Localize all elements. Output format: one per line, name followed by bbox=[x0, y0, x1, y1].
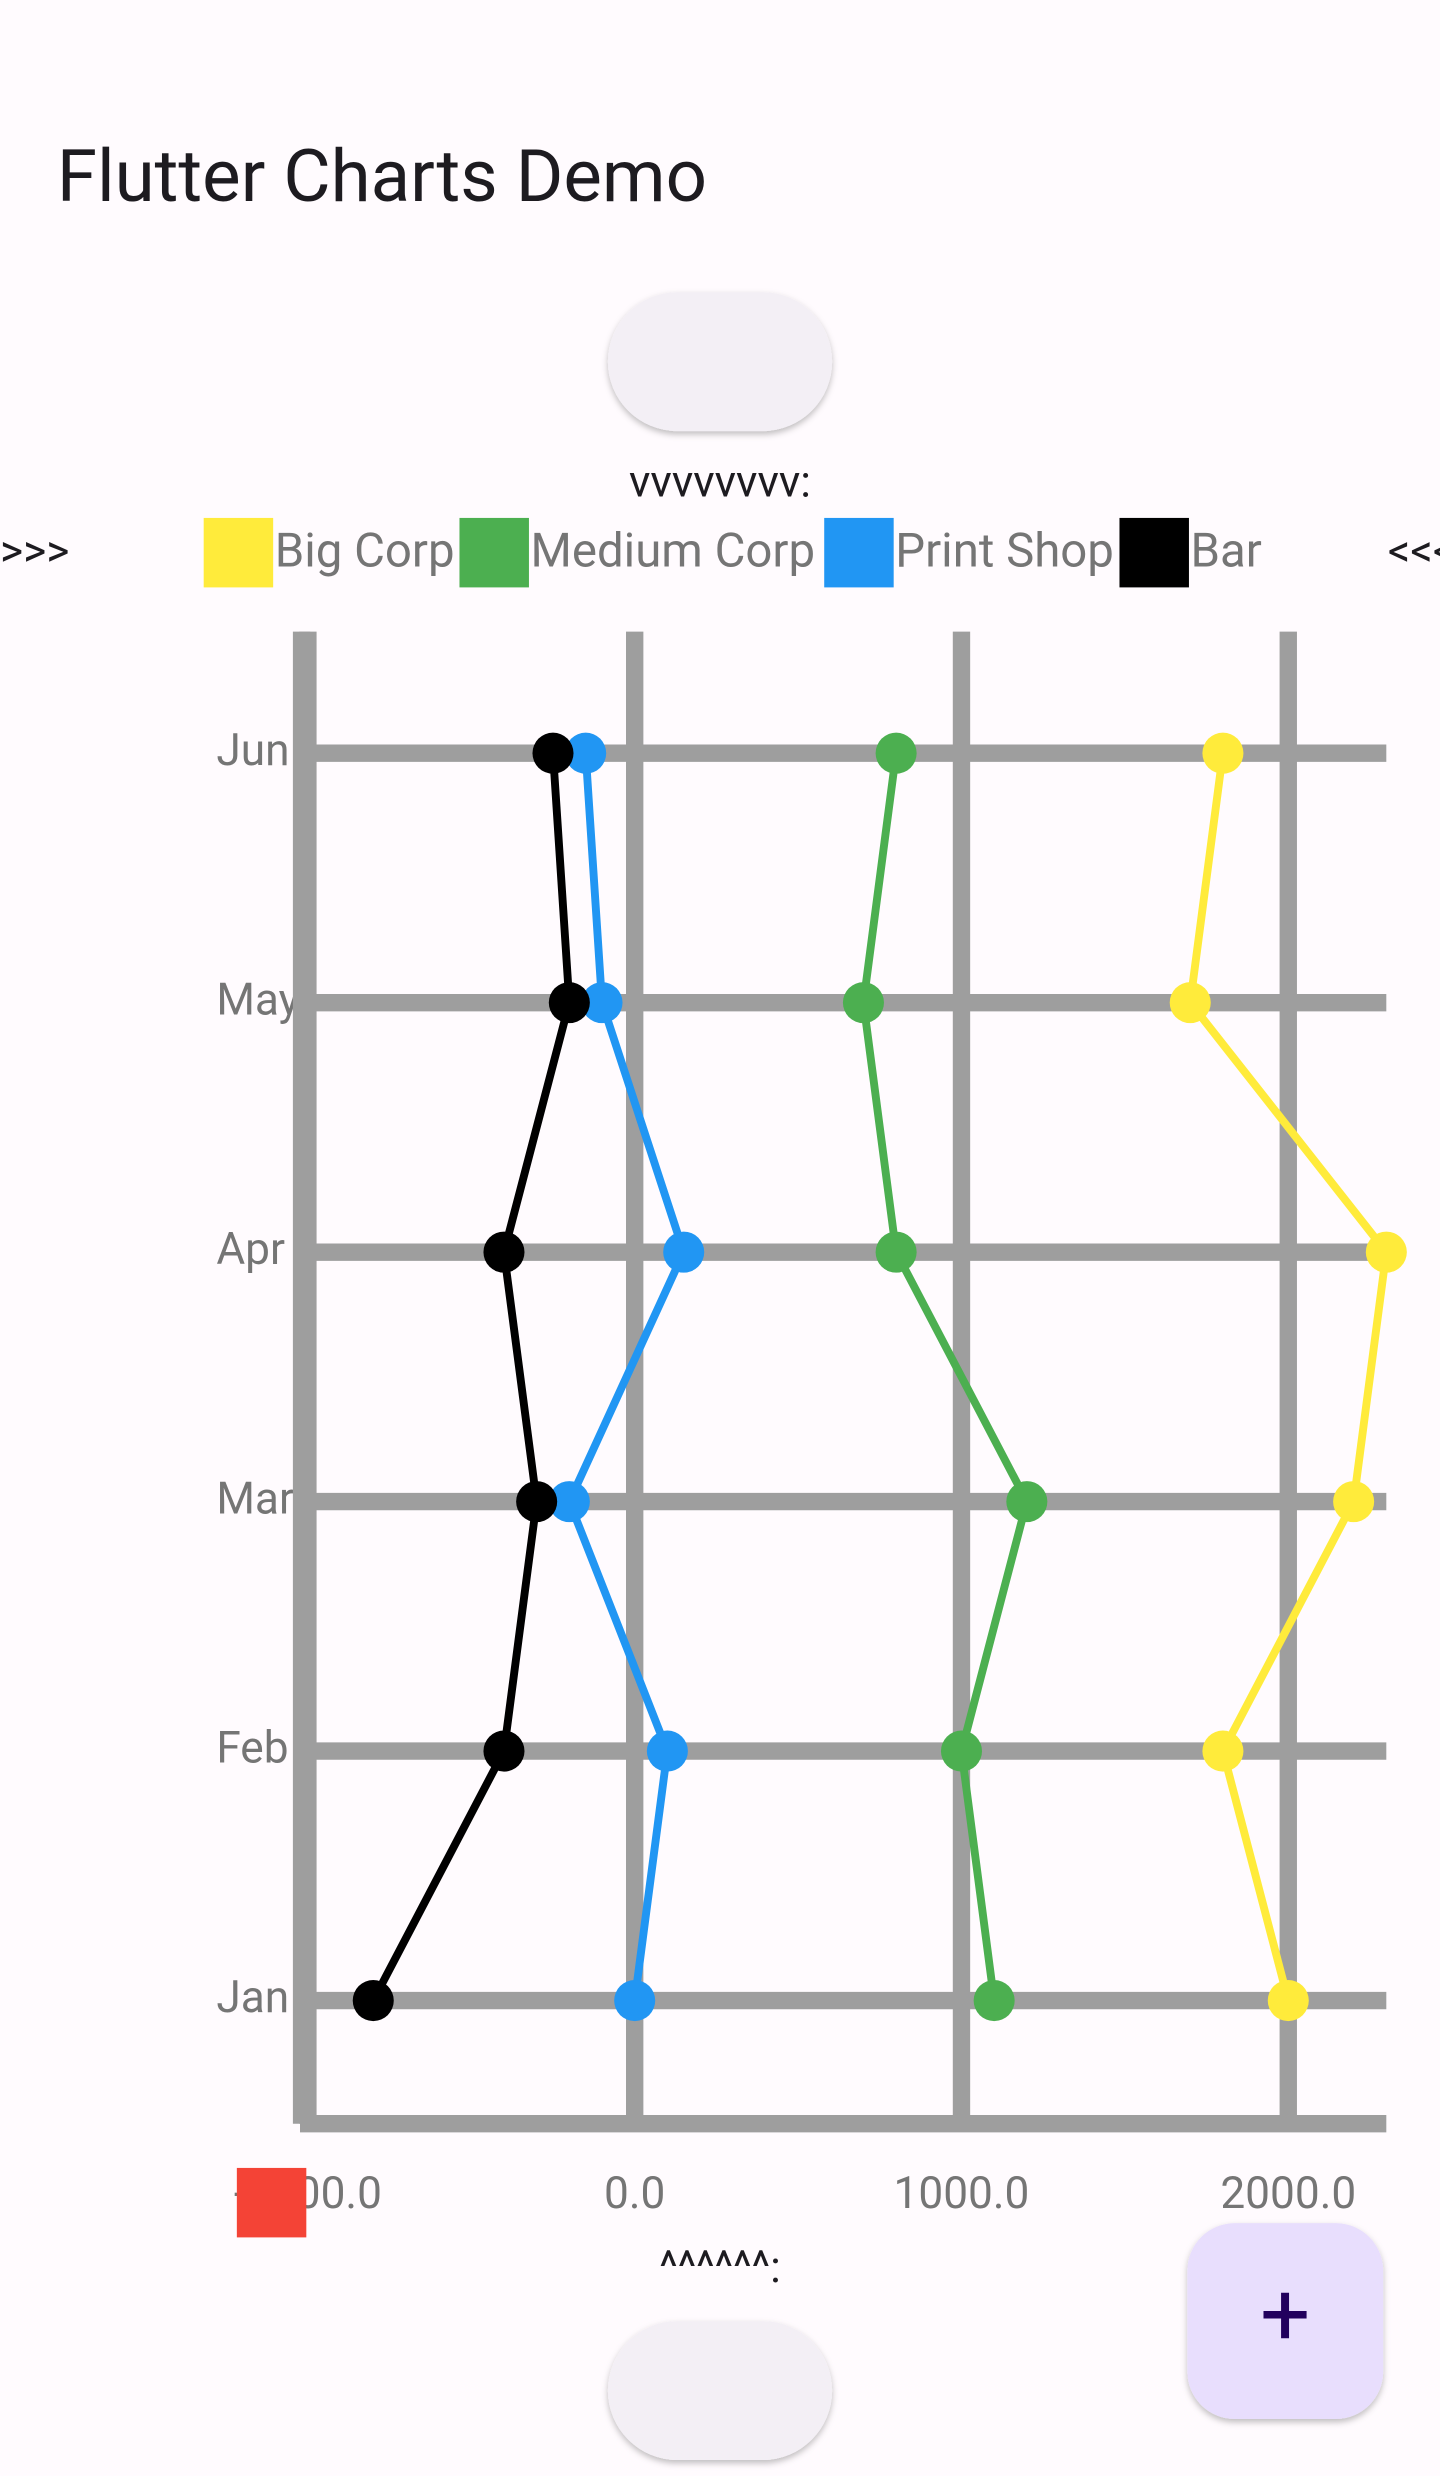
point bbox=[532, 732, 574, 774]
y-tick-label: Jun bbox=[216, 724, 289, 776]
point bbox=[1006, 1481, 1048, 1523]
point bbox=[1202, 1730, 1244, 1772]
point bbox=[352, 1980, 394, 2022]
legend-swatch bbox=[824, 517, 894, 588]
app-title: Flutter Charts Demo bbox=[57, 134, 707, 219]
top-button[interactable] bbox=[607, 292, 833, 432]
legend-label: Bar bbox=[1191, 523, 1262, 579]
point bbox=[875, 732, 917, 774]
series-line bbox=[859, 752, 1032, 2002]
y-tick-label: May bbox=[216, 973, 299, 1025]
y-tick-label: Mar bbox=[216, 1472, 294, 1524]
x-tick-label: 0.0 bbox=[604, 2167, 665, 2219]
legend-swatch bbox=[459, 517, 529, 588]
fab-icon: + bbox=[1260, 2262, 1310, 2366]
right-marker: <<< bbox=[1388, 525, 1440, 577]
series-line bbox=[565, 752, 688, 2002]
point bbox=[516, 1481, 558, 1523]
point bbox=[548, 1481, 590, 1523]
series-line bbox=[369, 752, 574, 2003]
point bbox=[581, 982, 623, 1024]
series-line bbox=[1186, 752, 1391, 2002]
point bbox=[973, 1980, 1015, 2022]
point bbox=[1267, 1980, 1309, 2022]
point bbox=[940, 1730, 983, 1772]
legend-swatch bbox=[203, 517, 274, 588]
legend-label: Big Corp bbox=[275, 523, 455, 579]
point bbox=[483, 1231, 525, 1273]
legend-label: Medium Corp bbox=[531, 523, 816, 579]
chart: Big Corp Medium Corp Print Shop Bar Jan Feb Ma… bbox=[203, 517, 1407, 2219]
top-label: vvvvvvvv: bbox=[629, 455, 811, 507]
point bbox=[842, 982, 884, 1024]
y-tick-label: Feb bbox=[216, 1722, 288, 1774]
bottom-button[interactable] bbox=[607, 2321, 833, 2461]
legend-label: Print Shop bbox=[895, 523, 1114, 579]
point bbox=[483, 1730, 525, 1772]
point bbox=[875, 1231, 917, 1273]
legend-swatch bbox=[1119, 517, 1189, 588]
x-tick-label: 1000.0 bbox=[894, 2167, 1030, 2219]
point bbox=[663, 1231, 705, 1273]
point bbox=[1365, 1231, 1407, 1273]
point bbox=[1333, 1481, 1375, 1523]
point bbox=[646, 1730, 688, 1772]
red-square bbox=[236, 2167, 307, 2238]
y-tick-label: Jan bbox=[216, 1971, 289, 2023]
point bbox=[614, 1980, 656, 2022]
point bbox=[565, 732, 607, 774]
fab[interactable] bbox=[1187, 2223, 1384, 2419]
y-tick-label: Apr bbox=[216, 1223, 285, 1275]
point bbox=[548, 982, 590, 1024]
point bbox=[1202, 732, 1244, 774]
left-marker: >>> bbox=[0, 525, 69, 577]
point bbox=[1169, 982, 1211, 1024]
x-tick-label: 2000.0 bbox=[1220, 2167, 1356, 2219]
bottom-label: ^^^^^^: bbox=[659, 2241, 781, 2293]
